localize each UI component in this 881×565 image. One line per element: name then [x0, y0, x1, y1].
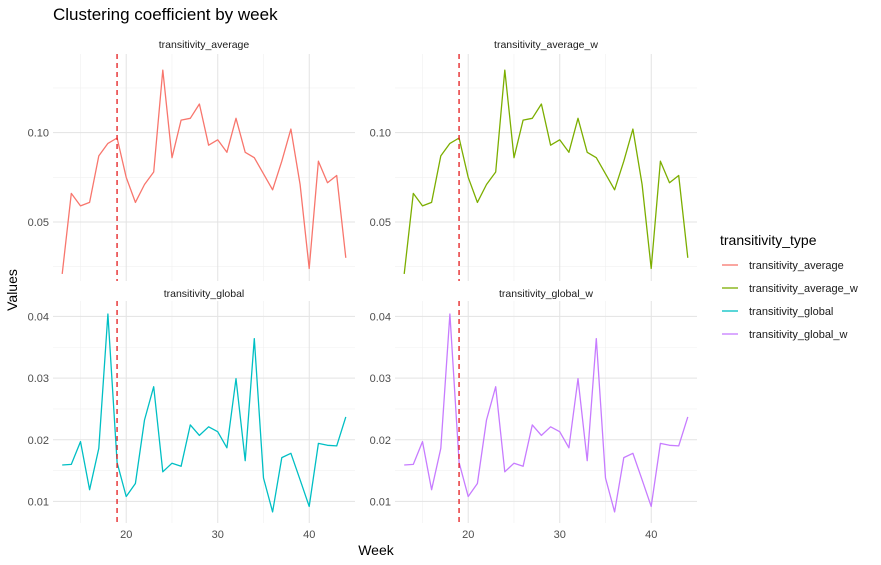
- x-tick-label: 20: [120, 529, 132, 541]
- x-tick-label: 30: [554, 529, 566, 541]
- y-tick-label: 0.01: [28, 496, 49, 508]
- legend-label: transitivity_average_w: [749, 283, 858, 295]
- facet-strip-label: transitivity_average_w: [494, 39, 598, 51]
- x-tick-label: 20: [462, 529, 474, 541]
- facet-strip-label: transitivity_global: [164, 288, 245, 300]
- y-tick-label: 0.01: [370, 496, 391, 508]
- facet-strip-label: transitivity_global_w: [499, 288, 593, 300]
- y-tick-label: 0.04: [370, 311, 391, 323]
- legend-label: transitivity_global_w: [749, 329, 847, 341]
- y-axis-title: Values: [4, 269, 20, 311]
- y-tick-label: 0.02: [28, 435, 49, 447]
- legend-label: transitivity_average: [749, 260, 844, 272]
- y-tick-label: 0.10: [370, 128, 391, 140]
- legend-item-transitivity_average: transitivity_average: [722, 260, 844, 272]
- y-tick-label: 0.03: [370, 373, 391, 385]
- series-line-transitivity_global_w: [404, 313, 689, 513]
- facet-panel-transitivity_average: transitivity_average 0.05 0.10: [28, 39, 355, 281]
- x-axis-title: Week: [358, 542, 395, 558]
- series-line-transitivity_global: [62, 313, 347, 513]
- y-tick-label: 0.03: [28, 373, 49, 385]
- y-tick-label: 0.05: [28, 217, 49, 229]
- x-tick-label: 30: [212, 529, 224, 541]
- legend-item-transitivity_global_w: transitivity_global_w: [722, 329, 847, 341]
- legend-item-transitivity_average_w: transitivity_average_w: [722, 283, 858, 295]
- legend: transitivity_average transitivity_average…: [722, 260, 858, 341]
- y-tick-label: 0.04: [28, 311, 49, 323]
- y-tick-label: 0.02: [370, 435, 391, 447]
- legend-label: transitivity_global: [749, 306, 833, 318]
- x-tick-label: 40: [645, 529, 657, 541]
- y-tick-label: 0.05: [370, 217, 391, 229]
- facet-panel-transitivity_global: transitivity_global 0.01 0.02 0.03 0.04 20 30 4…: [28, 288, 355, 541]
- legend-title: transitivity_type: [720, 232, 817, 248]
- series-line-transitivity_average_w: [403, 69, 689, 274]
- x-tick-label: 40: [303, 529, 315, 541]
- facet-panel-transitivity_global_w: transitivity_global_w 0.01 0.02 0.03 0.04 20 3…: [370, 288, 697, 541]
- facet-strip-label: transitivity_average: [159, 39, 250, 51]
- facet-panels: transitivity_average0.050.10transitivity…: [28, 39, 697, 541]
- legend-item-transitivity_global: transitivity_global: [722, 306, 833, 318]
- series-line-transitivity_average: [61, 69, 347, 274]
- facet-panel-transitivity_average_w: transitivity_average_w 0.05 0.10: [370, 39, 697, 281]
- chart-title: Clustering coefficient by week: [53, 5, 278, 24]
- y-tick-label: 0.10: [28, 128, 49, 140]
